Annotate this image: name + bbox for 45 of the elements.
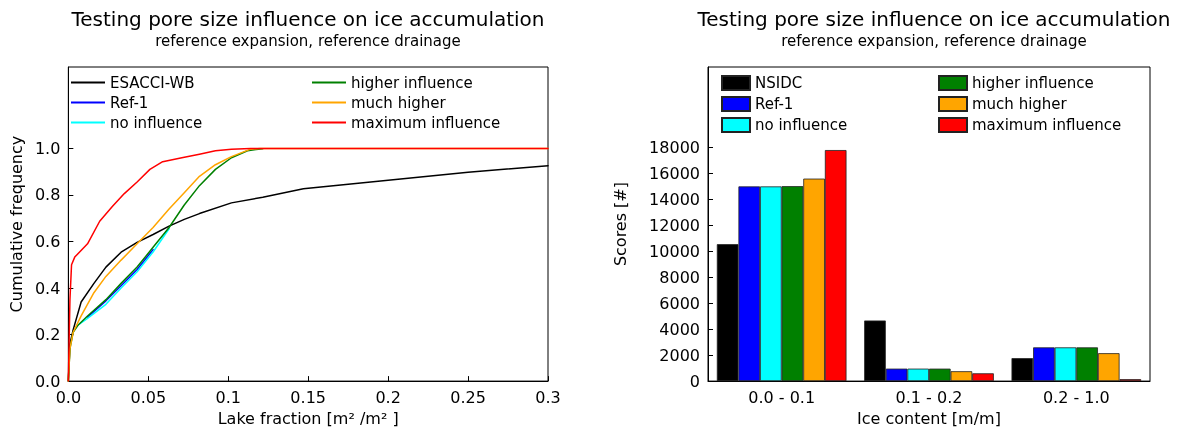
legend-label: no influence xyxy=(755,116,848,134)
x-tick-label: 0.0 - 0.1 xyxy=(748,387,816,407)
legend-label: higher influence xyxy=(351,73,473,92)
x-tick-label: 0.1 xyxy=(215,387,241,407)
y-tick-label: 0 xyxy=(689,371,700,391)
legend-label: much higher xyxy=(351,93,447,112)
y-tick-label: 16000 xyxy=(649,163,700,183)
x-tick-label: 0.2 - 1.0 xyxy=(1042,387,1110,407)
y-axis-title: Cumulative frequency xyxy=(6,135,26,313)
x-tick-label: 0.3 xyxy=(535,387,561,407)
chart-subtitle: reference expansion, reference drainage xyxy=(781,31,1087,50)
y-tick-label: 1.0 xyxy=(34,138,61,158)
x-axis-title: Lake fraction [m² /m² ] xyxy=(217,408,399,428)
y-tick-label: 10000 xyxy=(649,241,700,261)
y-tick-label: 14000 xyxy=(649,189,700,209)
legend-label: higher influence xyxy=(972,74,1094,92)
line-series xyxy=(86,248,154,318)
chart-subtitle: reference expansion, reference drainage xyxy=(155,31,461,50)
y-tick-label: 0.8 xyxy=(34,185,61,205)
y-tick-label: 6000 xyxy=(659,293,700,313)
y-tick-label: 4000 xyxy=(659,319,700,339)
legend-label: maximum influence xyxy=(972,116,1122,134)
y-tick-label: 0.4 xyxy=(34,278,61,298)
y-tick-label: 0.2 xyxy=(34,325,61,345)
chart-title: Testing pore size influence on ice accumulation xyxy=(70,7,545,31)
x-tick-label: 0.2 xyxy=(375,387,401,407)
legend-label: Ref-1 xyxy=(110,93,149,112)
y-tick-label: 2000 xyxy=(659,345,700,365)
y-tick-label: 8000 xyxy=(659,267,700,287)
x-tick-label: 0.15 xyxy=(290,387,326,407)
legend-label: NSIDC xyxy=(755,74,803,92)
chart-title: Testing pore size influence on ice accumulation xyxy=(696,7,1171,31)
legend-label: maximum influence xyxy=(351,113,501,132)
x-tick-label: 0.05 xyxy=(130,387,167,407)
legend-label: ESACCI-WB xyxy=(110,73,195,92)
y-tick-label: 0.6 xyxy=(34,232,61,251)
y-tick-label: 12000 xyxy=(649,215,700,235)
y-tick-label: 18000 xyxy=(649,137,700,157)
x-axis-title: Ice content [m/m] xyxy=(857,408,1001,428)
legend-label: no influence xyxy=(110,113,203,132)
x-tick-label: 0.1 - 0.2 xyxy=(895,387,963,407)
legend-label: Ref-1 xyxy=(755,95,794,113)
x-tick-label: 0.25 xyxy=(450,387,486,407)
legend-label: much higher xyxy=(972,95,1068,113)
y-axis-title: Scores [#] xyxy=(610,181,630,267)
